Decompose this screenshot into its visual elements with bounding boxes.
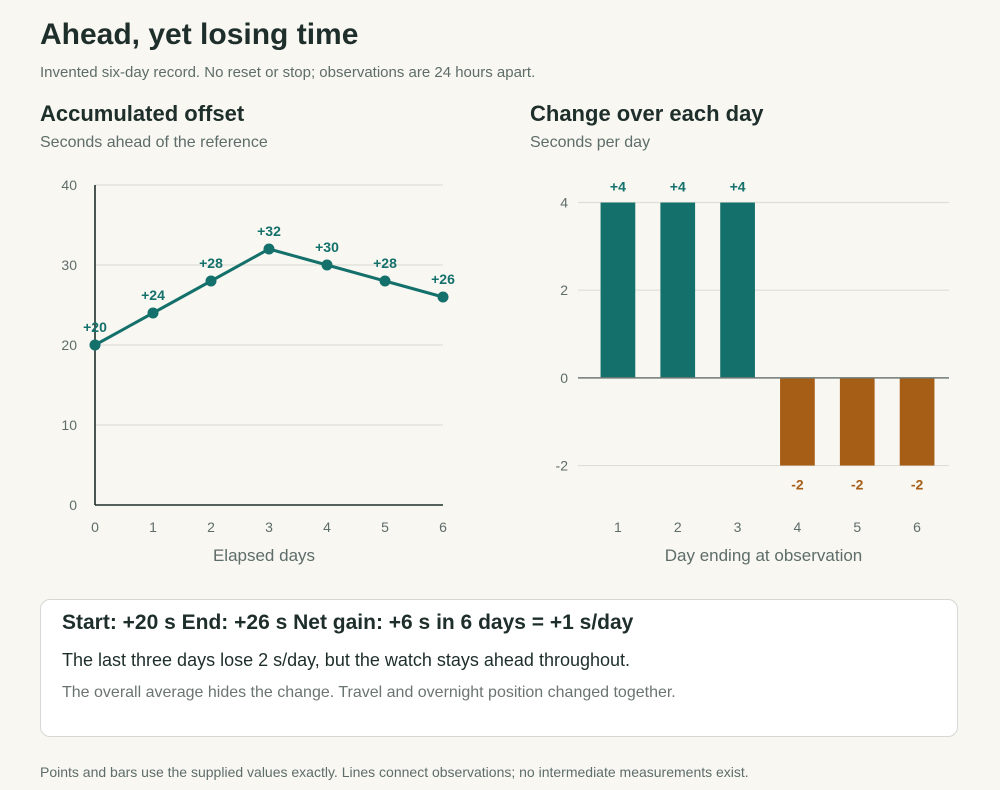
line-chart: 0 10 20 30 40 0 1 2 3 4 5 6 +20 +24 +28 +32 +30 +28 +26 Ela… — [61, 177, 455, 565]
data-point — [147, 307, 159, 319]
x-tick-label: 4 — [323, 519, 331, 535]
line-chart-title: Accumulated offset — [40, 101, 245, 126]
bar-data-label: +4 — [670, 179, 686, 195]
x-tick-label: 5 — [381, 519, 389, 535]
bar — [600, 202, 636, 378]
summary-box: Start: +20 s End: +26 s Net gain: +6 s i… — [40, 599, 958, 737]
data-point — [89, 339, 101, 351]
x-tick-label: 3 — [265, 519, 273, 535]
bar — [839, 377, 875, 466]
data-label: +28 — [199, 255, 223, 271]
bar — [720, 202, 755, 378]
data-point — [205, 275, 217, 287]
bar-data-label: -2 — [851, 477, 864, 493]
y-tick-label: 2 — [560, 282, 568, 298]
x-tick-label: 6 — [913, 519, 921, 535]
data-label: +28 — [373, 255, 397, 271]
bar-chart-subtitle: Seconds per day — [530, 134, 651, 151]
y-tick-label: 30 — [61, 257, 77, 273]
x-tick-label: 1 — [614, 519, 622, 535]
y-tick-label: 0 — [69, 497, 77, 513]
x-tick-label: 5 — [853, 519, 861, 535]
x-tick-label: 6 — [439, 519, 447, 535]
data-label: +26 — [431, 271, 455, 287]
y-tick-label: 0 — [560, 370, 568, 386]
data-point — [263, 243, 275, 255]
y-tick-label: -2 — [556, 458, 569, 474]
data-label: +30 — [315, 239, 339, 255]
summary-line: The last three days lose 2 s/day, but th… — [62, 650, 631, 670]
x-tick-label: 0 — [91, 519, 99, 535]
line-chart-subtitle: Seconds ahead of the reference — [40, 134, 268, 151]
x-tick-label: 2 — [674, 519, 682, 535]
data-point — [379, 275, 391, 287]
x-tick-label: 1 — [149, 519, 157, 535]
data-label: +32 — [257, 223, 281, 239]
data-point — [321, 259, 333, 271]
bar — [899, 377, 935, 466]
summary-headline: Start: +20 s End: +26 s Net gain: +6 s i… — [62, 611, 634, 634]
y-tick-label: 4 — [560, 195, 568, 211]
x-axis-title: Day ending at observation — [665, 546, 863, 565]
summary-note: The overall average hides the change. Tr… — [62, 684, 676, 701]
bar-data-label: +4 — [730, 179, 746, 195]
x-tick-label: 3 — [734, 519, 742, 535]
data-point — [437, 291, 449, 303]
bar-chart: -2 0 2 4 +4 1 +4 2 +4 3 -2 4 -2 5 -2 6 Day ending at obs… — [556, 179, 949, 565]
page-title: Ahead, yet losing time — [40, 18, 359, 51]
x-axis-title: Elapsed days — [213, 546, 315, 565]
bar-chart-title: Change over each day — [530, 101, 764, 126]
footer-note: Points and bars use the supplied values … — [40, 764, 749, 780]
y-tick-label: 40 — [61, 177, 77, 193]
bar-data-label: -2 — [791, 477, 804, 493]
data-label: +24 — [141, 287, 165, 303]
x-tick-label: 2 — [207, 519, 215, 535]
bar-data-label: +4 — [610, 179, 626, 195]
x-tick-label: 4 — [794, 519, 802, 535]
data-label: +20 — [83, 319, 107, 335]
bar-data-label: -2 — [911, 477, 924, 493]
bar — [660, 202, 696, 378]
page-subtitle: Invented six-day record. No reset or sto… — [40, 64, 536, 81]
bar — [780, 377, 815, 466]
y-tick-label: 10 — [61, 417, 77, 433]
y-tick-label: 20 — [61, 337, 77, 353]
